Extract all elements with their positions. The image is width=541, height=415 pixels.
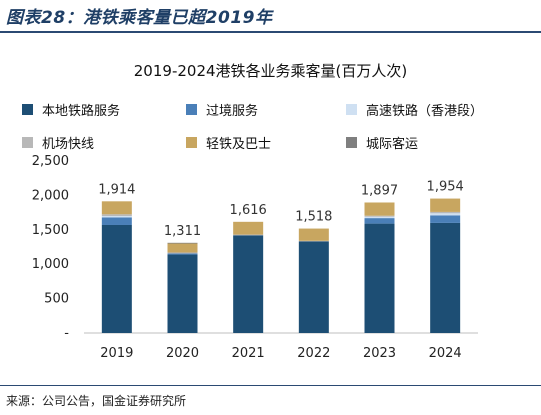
x-tick-label: 2020 — [166, 346, 199, 361]
legend-swatch — [346, 137, 357, 148]
legend-label: 高速铁路（香港段） — [366, 104, 484, 119]
header-rule — [0, 31, 541, 33]
legend-label: 过境服务 — [206, 104, 259, 119]
legend-item-intercity: 城际客运 — [346, 133, 418, 152]
legend-item-local-rail: 本地铁路服务 — [22, 100, 120, 119]
figure-title: 图表28：港铁乘客量已超2019年 — [6, 8, 273, 28]
bar-segment — [167, 242, 198, 244]
y-tick-label: 2,500 — [32, 154, 69, 169]
bar-segment — [167, 243, 198, 253]
bar-segment — [167, 253, 198, 255]
legend-item-high-speed-rail: 高速铁路（香港段） — [346, 100, 483, 119]
bar-segment — [430, 198, 461, 212]
data-label-total: 1,616 — [230, 203, 267, 218]
data-label-total: 1,518 — [295, 210, 332, 225]
bar-segment — [364, 223, 395, 333]
chart-title: 2019-2024港铁各业务乘客量(百万人次) — [133, 62, 408, 80]
bar-segment — [364, 202, 395, 216]
bar-segment — [364, 215, 395, 217]
bar-segment — [101, 214, 132, 217]
x-tick-label: 2023 — [363, 346, 396, 361]
x-tick-label: 2024 — [429, 346, 462, 361]
y-tick-label: 1,000 — [32, 257, 69, 272]
legend-swatch — [346, 104, 357, 115]
bar-segment — [430, 222, 461, 333]
legend-label: 城际客运 — [366, 137, 419, 152]
legend-swatch — [186, 137, 197, 148]
footer-rule — [0, 385, 541, 386]
legend-swatch — [186, 104, 197, 115]
bar-segment — [233, 234, 264, 236]
legend-label: 本地铁路服务 — [42, 104, 121, 119]
bar-segment — [298, 241, 329, 333]
bar-segment — [167, 252, 198, 254]
x-tick-label: 2022 — [297, 346, 330, 361]
y-tick-label: 500 — [44, 292, 69, 307]
bar-segment — [430, 211, 461, 214]
data-label-total: 1,954 — [427, 180, 464, 195]
bar-segment — [101, 224, 132, 333]
bar-segment — [167, 254, 198, 333]
data-label-total: 1,897 — [361, 183, 398, 198]
legend-swatch — [22, 104, 33, 115]
y-tick-label: 1,500 — [32, 223, 69, 238]
bar-segment — [364, 218, 395, 224]
x-tick-label: 2021 — [232, 346, 265, 361]
chart-legend: 本地铁路服务 过境服务 高速铁路（香港段） 机场快线 轻铁及巴士 城际客运 — [0, 0, 541, 160]
bar-segment — [101, 201, 132, 215]
legend-label: 机场快线 — [42, 137, 95, 152]
chart-plot: - 500 1,000 1,500 2,000 2,500 1,914 2019 1,311 20… — [32, 154, 478, 361]
data-label-total: 1,914 — [98, 182, 135, 197]
bar-segment — [233, 221, 264, 235]
data-label-total: 1,311 — [164, 224, 201, 239]
y-tick-label: 2,000 — [32, 188, 69, 203]
legend-swatch — [22, 137, 33, 148]
bar-segment — [101, 217, 132, 225]
bar-segment — [298, 240, 329, 242]
legend-item-light-rail-bus: 轻铁及巴士 — [186, 133, 271, 152]
x-tick-label: 2019 — [100, 346, 133, 361]
bar-segment — [364, 216, 395, 219]
bar-segment — [101, 216, 132, 218]
legend-item-cross-boundary: 过境服务 — [186, 100, 258, 119]
bar-segment — [430, 215, 461, 223]
legend-item-airport-express: 机场快线 — [22, 133, 94, 152]
bar-segment — [233, 235, 264, 333]
bar-segment — [430, 213, 461, 216]
y-tick-label: - — [64, 326, 69, 341]
legend-label: 轻铁及巴士 — [206, 137, 272, 152]
source-note: 来源：公司公告，国金证券研究所 — [6, 394, 187, 408]
bar-segment — [298, 228, 329, 241]
